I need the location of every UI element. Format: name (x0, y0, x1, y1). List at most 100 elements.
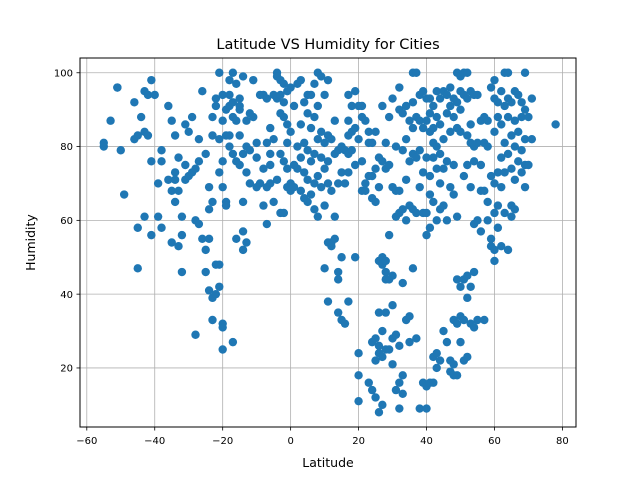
scatter-point (320, 264, 329, 273)
scatter-point (364, 127, 373, 136)
scatter-point (432, 216, 441, 225)
scatter-point (337, 168, 346, 177)
scatter-point (113, 83, 122, 92)
x-tick-label: 60 (488, 436, 501, 447)
scatter-point (310, 149, 319, 159)
scatter-point (391, 142, 401, 151)
scatter-point (232, 79, 241, 89)
scatter-point (317, 127, 326, 136)
scatter-point (187, 112, 197, 122)
scatter-point (527, 94, 537, 103)
scatter-point (503, 149, 513, 159)
scatter-point (164, 175, 173, 184)
scatter-point (364, 378, 373, 387)
scatter-point (415, 182, 424, 192)
scatter-point (208, 197, 217, 207)
scatter-point (330, 116, 339, 125)
y-tick-label: 80 (60, 142, 73, 153)
scatter-point (221, 201, 231, 210)
scatter-point (228, 98, 238, 107)
scatter-point (493, 168, 503, 177)
scatter-point (157, 146, 166, 155)
x-axis-label: Latitude (302, 455, 354, 470)
scatter-point (524, 112, 533, 122)
scatter-point (350, 253, 360, 262)
scatter-point (218, 345, 227, 354)
scatter-point (442, 109, 452, 118)
scatter-point (432, 87, 441, 96)
scatter-point (435, 356, 445, 365)
scatter-point (320, 90, 329, 100)
scatter-point (435, 179, 445, 188)
scatter-point (208, 112, 217, 122)
scatter-point (296, 186, 306, 196)
scatter-point (483, 216, 492, 225)
scatter-point (439, 164, 448, 173)
scatter-point (153, 212, 163, 221)
scatter-point (422, 230, 431, 240)
scatter-point (456, 105, 465, 114)
scatter-point (432, 112, 441, 122)
scatter-point (218, 182, 227, 192)
scatter-point (483, 142, 492, 151)
scatter-point (198, 87, 207, 96)
scatter-point (249, 75, 258, 85)
scatter-point (215, 134, 224, 144)
scatter-point (378, 352, 387, 362)
scatter-point (449, 360, 458, 369)
scatter-point (269, 134, 278, 144)
x-tick-label: −40 (144, 436, 165, 447)
scatter-point (262, 138, 272, 148)
scatter-point (140, 212, 149, 221)
scatter-point (330, 212, 339, 221)
scatter-point (194, 157, 204, 166)
scatter-point (266, 160, 275, 170)
scatter-point (181, 160, 190, 170)
scatter-point (463, 131, 472, 140)
scatter-point (432, 349, 441, 358)
scatter-point (500, 101, 509, 111)
scatter-point (422, 153, 431, 162)
scatter-point (398, 205, 407, 214)
scatter-point (384, 345, 394, 354)
scatter-point (225, 75, 234, 85)
scatter-point (310, 179, 319, 188)
y-axis-label: Humidity (23, 214, 38, 271)
scatter-point (276, 90, 285, 100)
scatter-point (418, 87, 428, 96)
scatter-point (463, 94, 472, 103)
scatter-point (483, 197, 492, 207)
scatter-point (235, 94, 244, 103)
scatter-point (350, 123, 360, 133)
scatter-point (225, 142, 234, 151)
scatter-point (452, 319, 462, 328)
scatter-point (514, 157, 523, 166)
scatter-point (303, 146, 312, 155)
scatter-point (408, 98, 418, 107)
scatter-point (412, 153, 421, 162)
scatter-point (300, 98, 309, 107)
y-tick-label: 100 (54, 68, 73, 79)
scatter-point (303, 197, 312, 207)
scatter-point (425, 109, 435, 118)
scatter-point (238, 72, 248, 81)
scatter-point (225, 131, 234, 140)
scatter-point (99, 138, 108, 148)
scatter-point (266, 149, 275, 159)
scatter-point (432, 164, 441, 173)
scatter-point (194, 134, 204, 144)
scatter-point (238, 245, 248, 255)
scatter-point (255, 179, 265, 188)
scatter-point (463, 68, 472, 77)
scatter-point (344, 168, 353, 177)
y-tick-label: 60 (60, 216, 73, 227)
scatter-point (452, 98, 462, 107)
scatter-point (262, 94, 272, 103)
scatter-point (249, 112, 258, 122)
scatter-point (490, 179, 499, 188)
scatter-point (361, 179, 370, 188)
scatter-point (497, 241, 506, 251)
scatter-point (296, 153, 306, 162)
scatter-point (374, 408, 384, 417)
scatter-point (354, 349, 363, 358)
